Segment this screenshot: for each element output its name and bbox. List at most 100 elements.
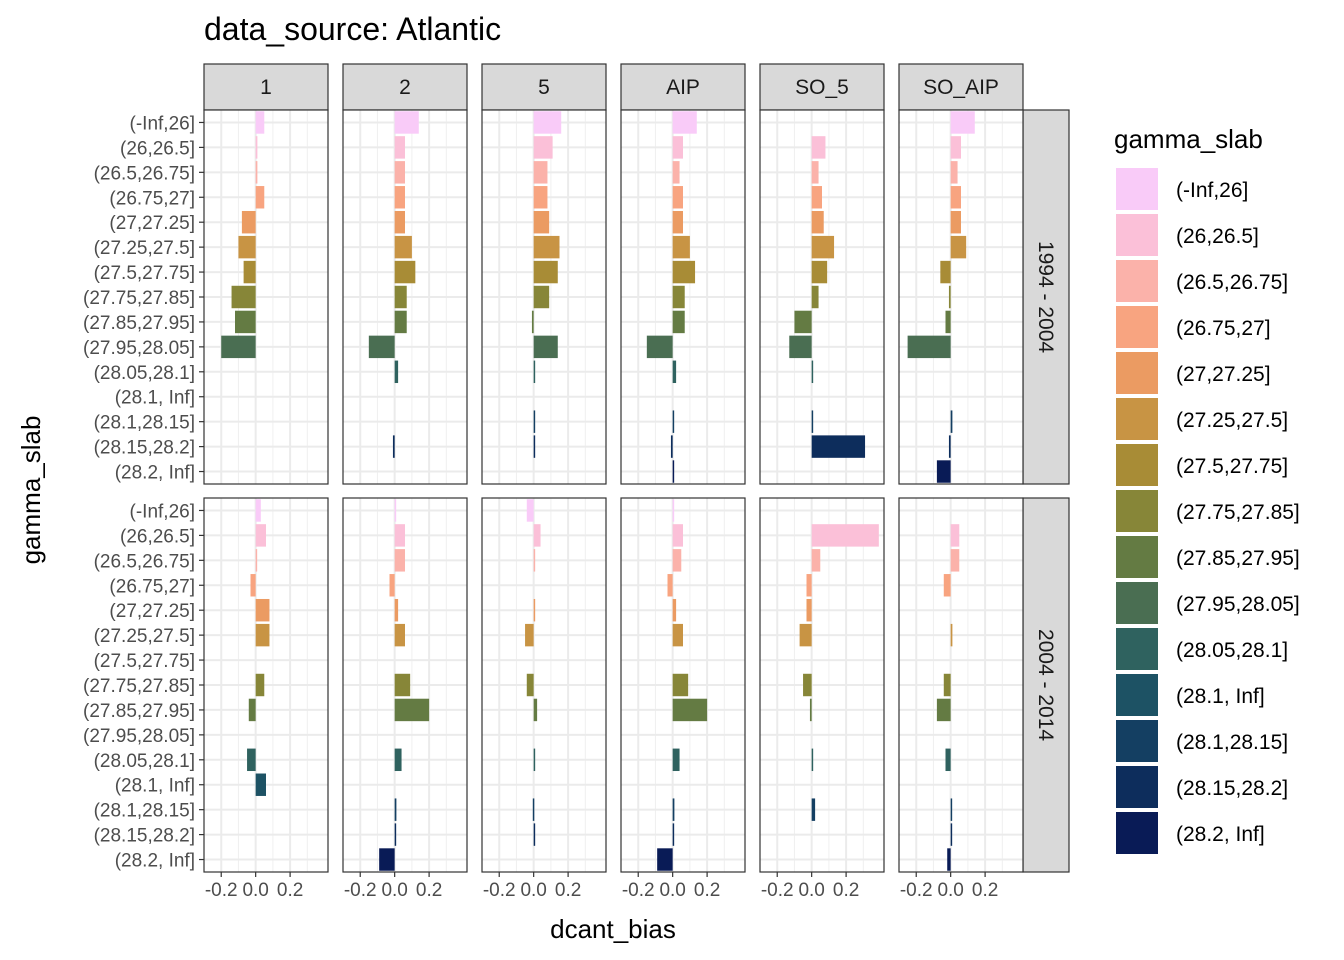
col-strip-bg	[620, 63, 746, 111]
bar	[394, 161, 405, 184]
bar	[255, 499, 261, 522]
bar	[394, 111, 419, 134]
bar	[945, 748, 951, 772]
y-tick-label: (27.95,28.05]	[83, 338, 195, 359]
legend-item: (28.15,28.2]	[1116, 766, 1288, 808]
bar	[379, 848, 395, 871]
legend-item: (27.5,27.75]	[1116, 444, 1288, 486]
y-tick-label: (26.75,27]	[109, 576, 195, 597]
legend-key	[1116, 582, 1158, 624]
bar	[394, 210, 405, 234]
panel-border	[759, 497, 885, 873]
x-axis-AIP: -0.2 0.0 0.2	[622, 872, 720, 901]
bar	[394, 235, 412, 259]
bar	[241, 210, 256, 234]
y-tick-label: (-Inf,26]	[130, 113, 195, 134]
legend-key	[1116, 490, 1158, 532]
legend-label: (28.1,28.15]	[1176, 731, 1288, 754]
bar	[533, 210, 550, 234]
bar	[368, 335, 395, 359]
bar	[950, 549, 960, 572]
bar	[950, 235, 967, 259]
legend-label: (27.75,27.85]	[1176, 501, 1300, 524]
bar	[238, 235, 256, 259]
bar	[394, 524, 405, 547]
legend-key	[1116, 720, 1158, 762]
legend-item: (-Inf,26]	[1116, 168, 1248, 210]
panel-2-0	[342, 109, 468, 485]
bar	[533, 161, 548, 184]
legend-label: (27.95,28.05]	[1176, 593, 1300, 616]
bar	[672, 598, 677, 622]
chart-title: data_source: Atlantic	[204, 11, 501, 47]
bar	[672, 360, 677, 384]
bar	[672, 410, 675, 433]
panel-SO_AIP-0	[898, 109, 1024, 485]
y-tick-label: (27.25,27.5]	[94, 238, 195, 259]
bar	[525, 623, 534, 647]
y-tick-label: (27.95,28.05]	[83, 726, 195, 747]
x-tick-label: -0.2	[622, 880, 655, 901]
legend-title: gamma_slab	[1114, 124, 1263, 154]
col-strip-label: AIP	[666, 76, 700, 99]
bar	[392, 435, 395, 458]
y-tick-label: (27.75,27.85]	[83, 288, 195, 309]
panel-border	[759, 109, 885, 485]
bar	[255, 161, 258, 184]
panel-border	[481, 497, 607, 873]
bar	[248, 698, 256, 722]
legend-key	[1116, 214, 1158, 256]
bar	[255, 623, 270, 647]
row-strip-1: 2004 - 2014	[1022, 497, 1070, 873]
x-axis-title: dcant_bias	[550, 914, 676, 944]
y-tick-label: (28.15,28.2]	[94, 438, 195, 459]
bar	[533, 360, 536, 384]
panel-border	[898, 497, 1024, 873]
bar	[235, 310, 256, 334]
bar	[394, 186, 405, 209]
bar	[811, 549, 821, 572]
x-axis-SO_5: -0.2 0.0 0.2	[761, 872, 859, 901]
y-tick-label: (28.05,28.1]	[94, 751, 195, 772]
bar	[231, 285, 256, 309]
bar	[672, 748, 680, 772]
bar	[947, 848, 951, 871]
col-strip-label: SO_AIP	[923, 76, 999, 99]
x-tick-label: 0.0	[381, 880, 407, 901]
bar	[394, 798, 397, 821]
x-tick-label: 0.0	[242, 880, 268, 901]
bar	[672, 823, 675, 846]
x-tick-label: 0.0	[798, 880, 824, 901]
bar	[394, 823, 397, 846]
y-tick-label: (27,27.25]	[109, 213, 195, 234]
bar	[811, 136, 826, 159]
legend-key	[1116, 260, 1158, 302]
legend-label: (28.15,28.2]	[1176, 777, 1288, 800]
y-tick-label: (28.1,28.15]	[94, 413, 195, 434]
panel-border	[342, 109, 468, 485]
y-tick-label: (27,27.25]	[109, 601, 195, 622]
x-tick-label: 0.0	[659, 880, 685, 901]
legend-item: (28.1,28.15]	[1116, 720, 1288, 762]
bar	[533, 235, 560, 259]
bar	[646, 335, 673, 359]
panel-SO_5-0	[759, 109, 885, 485]
bar	[672, 260, 696, 284]
y-tick-label: (27.75,27.85]	[83, 676, 195, 697]
legend-label: (26,26.5]	[1176, 225, 1259, 248]
legend-label: (27.85,27.95]	[1176, 547, 1300, 570]
bar	[672, 235, 690, 259]
bar	[394, 310, 407, 334]
legend-key	[1116, 812, 1158, 854]
bar	[394, 748, 402, 772]
y-tick-label: (28.2, Inf]	[115, 851, 195, 872]
col-strip-bg	[203, 63, 329, 111]
panel-border	[620, 497, 746, 873]
x-tick-label: 0.2	[972, 880, 998, 901]
panel-5-0	[481, 109, 607, 485]
y-tick-label: (26,26.5]	[120, 526, 195, 547]
bar	[811, 235, 835, 259]
bar	[950, 410, 953, 433]
bar	[221, 335, 256, 359]
y-tick-label: (28.15,28.2]	[94, 826, 195, 847]
